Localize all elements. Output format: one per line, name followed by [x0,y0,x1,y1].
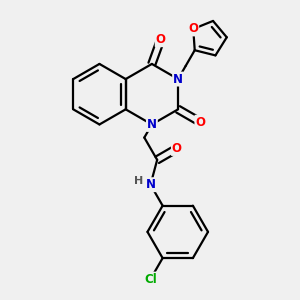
Text: O: O [195,116,206,129]
Text: O: O [172,142,182,155]
Text: H: H [134,176,144,186]
Text: Cl: Cl [144,273,157,286]
Text: O: O [188,22,198,35]
Text: N: N [173,73,183,85]
Text: O: O [156,33,166,46]
Text: N: N [146,178,155,191]
Text: N: N [147,118,157,131]
